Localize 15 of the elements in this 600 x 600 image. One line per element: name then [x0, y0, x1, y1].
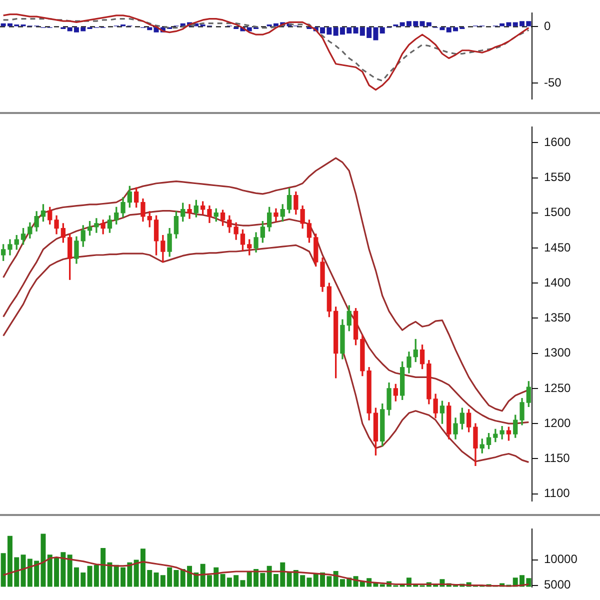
y-tick-label: 1400	[544, 275, 572, 290]
y-tick-label: 1300	[544, 346, 572, 360]
y-tick-label: 1600	[544, 134, 572, 149]
y-tick-label: -50	[544, 75, 562, 90]
y-tick-label: 1250	[544, 380, 572, 395]
y-tick-label: 10000	[544, 552, 578, 566]
y-tick-label: 1500	[544, 205, 572, 220]
y-tick-label: 0	[544, 19, 551, 34]
y-tick-label: 1150	[544, 450, 570, 465]
y-tick-label: 5000	[544, 578, 572, 592]
y-tick-label: 1200	[544, 416, 572, 430]
y-tick-label: 1550	[544, 170, 572, 184]
y-tick-label: 1350	[544, 310, 572, 325]
y-tick-label: 1450	[544, 240, 572, 254]
y-tick-label: 1100	[544, 486, 570, 500]
